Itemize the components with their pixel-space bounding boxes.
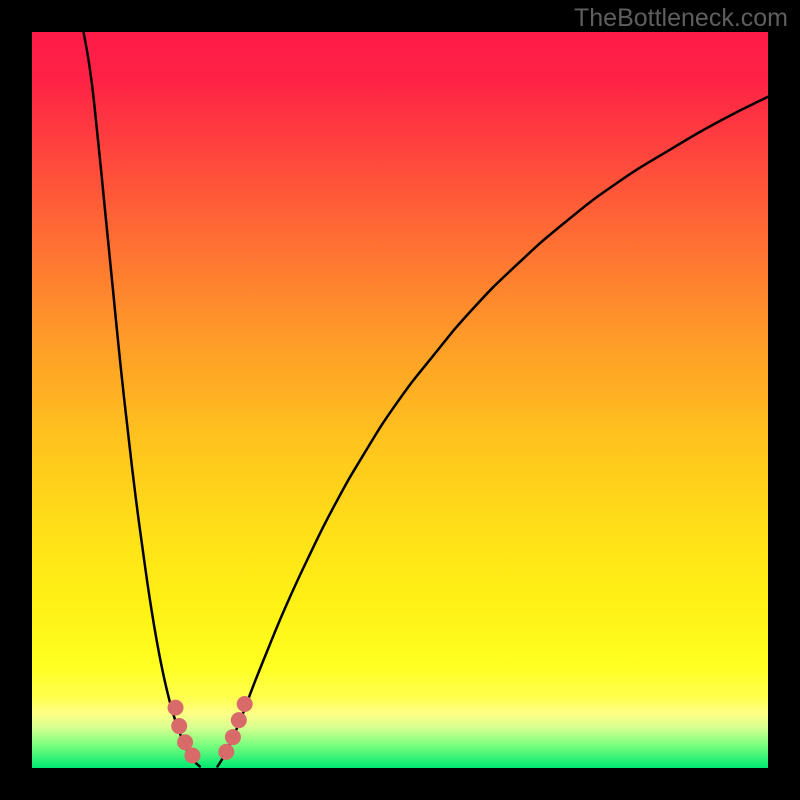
- bottleneck-dot: [237, 696, 253, 712]
- bottleneck-dot: [231, 712, 247, 728]
- bottleneck-dot: [218, 744, 234, 760]
- bottleneck-dot: [184, 747, 200, 763]
- watermark-text: TheBottleneck.com: [574, 4, 788, 33]
- bottleneck-dot: [168, 700, 184, 716]
- bottleneck-chart: [0, 0, 800, 800]
- bottleneck-dot: [171, 718, 187, 734]
- bottleneck-dot: [225, 729, 241, 745]
